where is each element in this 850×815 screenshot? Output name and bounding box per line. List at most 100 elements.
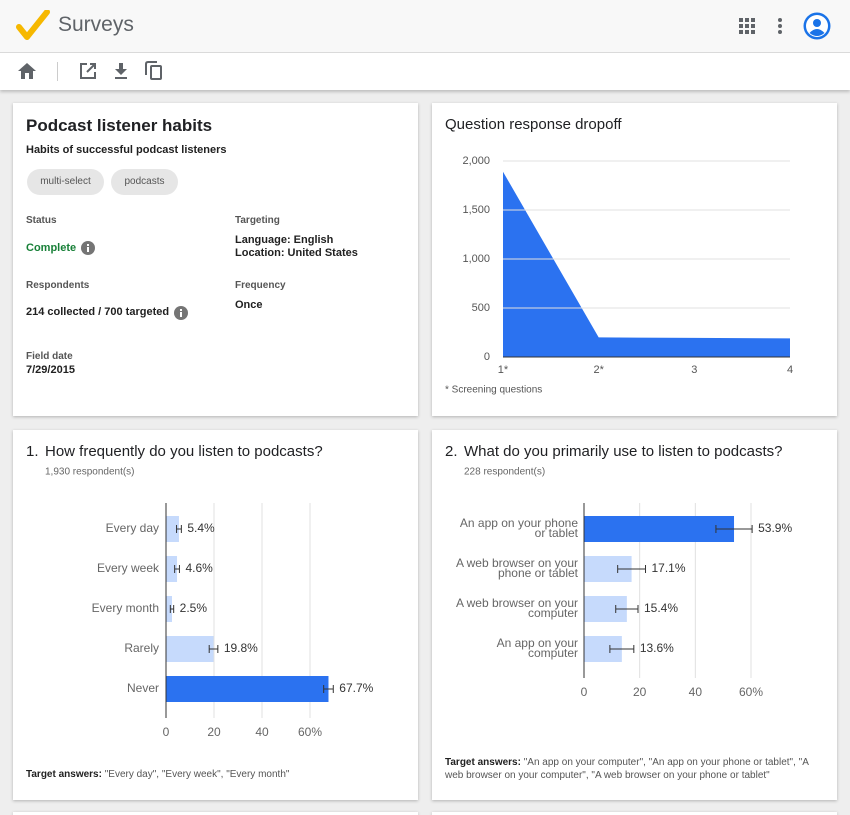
value-label: 4.6% bbox=[185, 561, 213, 575]
x-tick-label: 2* bbox=[593, 364, 604, 376]
more-button[interactable] bbox=[774, 17, 786, 35]
home-button[interactable] bbox=[17, 62, 37, 80]
separator bbox=[57, 62, 58, 81]
field-label: Targeting bbox=[235, 215, 280, 226]
x-tick-label: 60% bbox=[298, 725, 322, 739]
question-card bbox=[432, 430, 837, 800]
target-label: Target answers: bbox=[445, 757, 521, 768]
error-bar bbox=[609, 645, 635, 653]
toolbar bbox=[0, 53, 850, 90]
y-tick-label: Every day bbox=[106, 521, 159, 535]
app-title: Surveys bbox=[58, 13, 134, 36]
y-tick-label: Every month bbox=[92, 601, 159, 615]
x-tick-label: 3 bbox=[691, 364, 697, 376]
question-number: 1. bbox=[26, 443, 39, 460]
field-date-value: 7/29/2015 bbox=[26, 364, 75, 376]
x-tick-label: 40 bbox=[689, 685, 703, 699]
targeting-value: Language: English bbox=[235, 234, 334, 246]
targeting-value: Location: United States bbox=[235, 247, 358, 259]
value-label: 5.4% bbox=[187, 521, 215, 535]
info-icon[interactable] bbox=[174, 306, 188, 320]
y-tick-label: An app on your phone bbox=[460, 516, 578, 530]
area bbox=[503, 171, 790, 357]
error-bar bbox=[174, 565, 180, 573]
tag-chip[interactable]: multi-select bbox=[27, 169, 104, 195]
target-text: "Every day", "Every week", "Every month" bbox=[104, 769, 290, 780]
y-tick-label: or tablet bbox=[535, 526, 579, 540]
error-bar bbox=[208, 645, 219, 653]
y-tick-label: phone or tablet bbox=[498, 566, 579, 580]
x-tick-label: 0 bbox=[581, 685, 588, 699]
field-label: Field date bbox=[26, 351, 73, 362]
bar bbox=[166, 676, 329, 702]
target-text: "An app on your computer", "An app on yo… bbox=[445, 757, 809, 781]
account-avatar[interactable] bbox=[803, 12, 831, 40]
value-label: 17.1% bbox=[652, 561, 686, 575]
logo bbox=[16, 10, 50, 40]
error-bar bbox=[715, 525, 753, 533]
y-tick-label: A web browser on your bbox=[456, 556, 578, 570]
field-label: Respondents bbox=[26, 280, 90, 291]
info-icon[interactable] bbox=[81, 241, 95, 255]
question-card bbox=[13, 430, 418, 800]
respondents-value: 214 collected / 700 targeted bbox=[26, 306, 170, 318]
y-tick-label: Never bbox=[127, 681, 159, 695]
target-answers: Target answers: "Every day", "Every week… bbox=[26, 768, 406, 781]
value-label: 13.6% bbox=[640, 641, 674, 655]
chart-title: Question response dropoff bbox=[445, 116, 622, 133]
next-card bbox=[13, 812, 418, 815]
tag-chip[interactable]: podcasts bbox=[111, 169, 178, 195]
error-bar bbox=[169, 605, 175, 613]
y-tick-label: A web browser on your bbox=[456, 596, 578, 610]
x-tick-label: 1* bbox=[498, 364, 509, 376]
footnote: * Screening questions bbox=[445, 385, 542, 396]
x-tick-label: 20 bbox=[207, 725, 221, 739]
next-card bbox=[432, 812, 837, 815]
x-tick-label: 20 bbox=[633, 685, 647, 699]
survey-card bbox=[13, 103, 418, 416]
value-label: 67.7% bbox=[339, 681, 373, 695]
error-bar bbox=[617, 565, 647, 573]
chart-subtitle: 1,930 respondent(s) bbox=[45, 467, 135, 478]
field-label: Status bbox=[26, 215, 57, 226]
bar bbox=[166, 556, 178, 582]
survey-subtitle: Habits of successful podcast listeners bbox=[26, 144, 227, 156]
y-tick-label: 0 bbox=[484, 351, 490, 363]
y-tick-label: 2,000 bbox=[462, 155, 490, 167]
error-bar bbox=[615, 605, 639, 613]
app-bar: Surveys bbox=[0, 0, 850, 53]
y-tick-label: 1,500 bbox=[462, 204, 490, 216]
x-tick-label: 0 bbox=[163, 725, 170, 739]
y-tick-label: 500 bbox=[472, 302, 490, 314]
status-value: Complete bbox=[26, 242, 77, 254]
target-answers: Target answers: "An app on your computer… bbox=[445, 756, 825, 782]
x-tick-label: 4 bbox=[787, 364, 793, 376]
value-label: 2.5% bbox=[180, 601, 208, 615]
target-label: Target answers: bbox=[26, 769, 102, 780]
x-tick-label: 40 bbox=[255, 725, 269, 739]
apps-button[interactable] bbox=[738, 17, 756, 35]
y-tick-label: An app on your bbox=[497, 636, 578, 650]
open-button[interactable] bbox=[79, 62, 97, 80]
chart-subtitle: 228 respondent(s) bbox=[464, 467, 545, 478]
y-tick-label: 1,000 bbox=[462, 253, 490, 265]
copy-button[interactable] bbox=[145, 61, 163, 81]
value-label: 19.8% bbox=[224, 641, 258, 655]
question-number: 2. bbox=[445, 443, 458, 460]
bar bbox=[584, 516, 735, 542]
survey-title: Podcast listener habits bbox=[26, 116, 213, 135]
bar bbox=[166, 596, 172, 622]
value-label: 53.9% bbox=[758, 521, 792, 535]
download-button[interactable] bbox=[112, 62, 130, 80]
bar bbox=[166, 636, 214, 662]
error-bar bbox=[176, 525, 182, 533]
x-tick-label: 60% bbox=[739, 685, 763, 699]
chart-title: How frequently do you listen to podcasts… bbox=[45, 443, 323, 460]
chart-title: What do you primarily use to listen to p… bbox=[464, 443, 783, 460]
y-tick-label: computer bbox=[528, 646, 578, 660]
value-label: 15.4% bbox=[644, 601, 678, 615]
y-tick-label: Every week bbox=[97, 561, 160, 575]
y-tick-label: computer bbox=[528, 606, 578, 620]
